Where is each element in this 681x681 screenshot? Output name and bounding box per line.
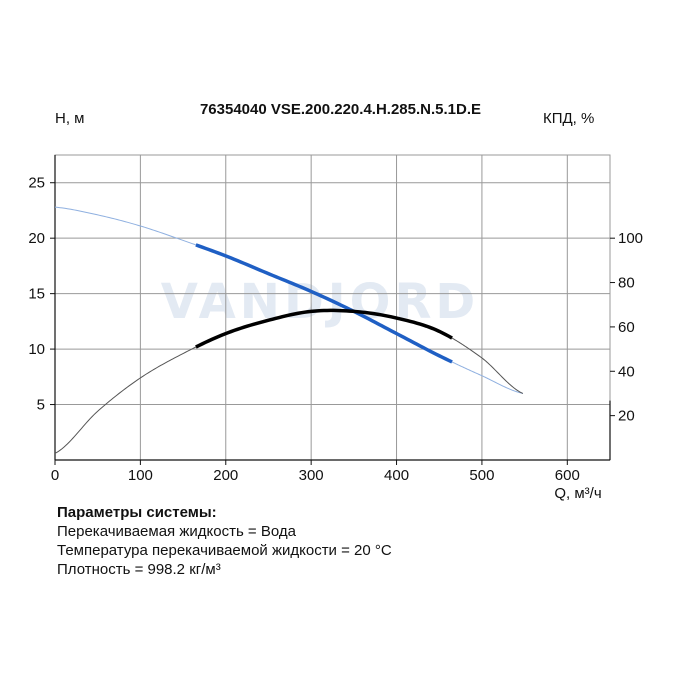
grid bbox=[55, 155, 610, 460]
y-right-tick-label: 60 bbox=[618, 319, 635, 336]
x-tick-label: 200 bbox=[213, 467, 238, 484]
efficiency-curve-extension-left bbox=[54, 346, 197, 454]
x-tick-label: 600 bbox=[555, 467, 580, 484]
y-left-tick-label: 20 bbox=[28, 230, 45, 247]
x-tick-label: 300 bbox=[299, 467, 324, 484]
y-left-tick-label: 15 bbox=[28, 286, 45, 303]
efficiency-curve-operating-range bbox=[195, 308, 453, 349]
chart-title: 76354040 VSE.200.220.4.H.285.N.5.1D.E bbox=[199, 101, 482, 118]
axes bbox=[50, 154, 615, 465]
params-header: Параметры системы: bbox=[57, 504, 217, 521]
tick-labels: 0 100 200 300 400 500 600 5 10 15 20 25 20 40 60 80 100 bbox=[28, 175, 643, 484]
y-axis-left-label: H, м bbox=[55, 110, 85, 127]
y-right-tick-label: 80 bbox=[618, 275, 635, 292]
y-right-tick-label: 100 bbox=[618, 230, 643, 247]
y-axis-right-label: КПД, % bbox=[543, 110, 595, 127]
curves bbox=[54, 206, 524, 454]
x-axis-label: Q, м³/ч bbox=[554, 485, 601, 502]
head-curve-extension-right bbox=[451, 361, 524, 394]
efficiency-curve-extension-right bbox=[451, 337, 524, 394]
system-parameters: Параметры системы: Перекачиваемая жидкос… bbox=[57, 503, 392, 579]
params-line-temperature: Температура перекачиваемой жидкости = 20… bbox=[57, 542, 392, 559]
y-left-tick-label: 25 bbox=[28, 175, 45, 192]
x-tick-label: 100 bbox=[128, 467, 153, 484]
watermark-logo: VANDJORD bbox=[161, 274, 480, 330]
x-tick-label: 500 bbox=[469, 467, 494, 484]
x-tick-label: 0 bbox=[51, 467, 59, 484]
y-right-tick-label: 40 bbox=[618, 363, 635, 380]
head-curve-operating-range bbox=[195, 243, 453, 364]
y-left-tick-label: 10 bbox=[28, 341, 45, 358]
params-line-fluid: Перекачиваемая жидкость = Вода bbox=[57, 523, 296, 540]
head-curve-extension-left bbox=[54, 206, 197, 246]
y-right-tick-label: 20 bbox=[618, 408, 635, 425]
params-line-density: Плотность = 998.2 кг/м³ bbox=[57, 561, 221, 578]
x-tick-label: 400 bbox=[384, 467, 409, 484]
y-left-tick-label: 5 bbox=[37, 397, 45, 414]
